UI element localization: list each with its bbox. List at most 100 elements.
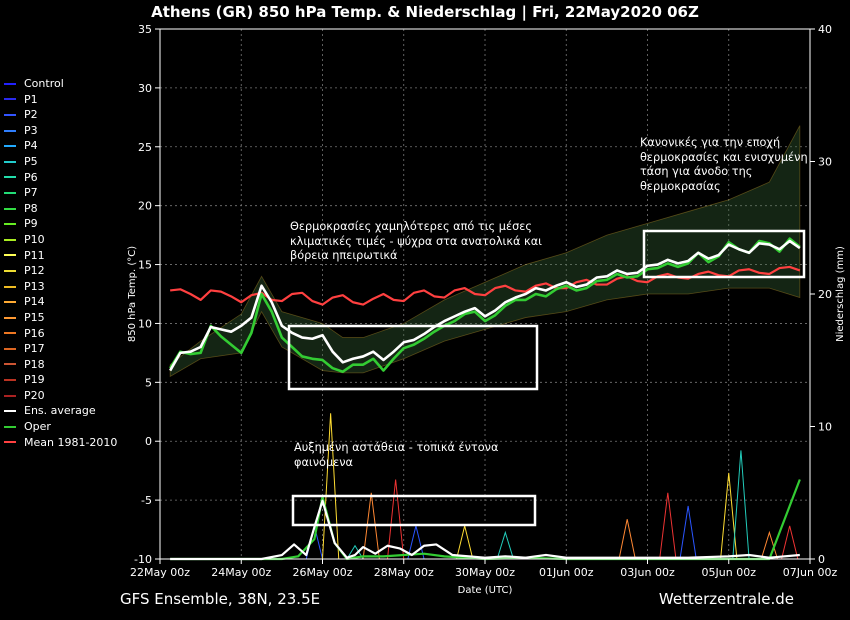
precip-member-spike [659, 492, 677, 560]
precip-member-spike [346, 544, 364, 560]
legend-item: P16 [4, 326, 117, 342]
legend-swatch [4, 379, 16, 382]
highlight-box [291, 494, 537, 527]
precip-member-spike [760, 530, 778, 560]
precip-member-spike [679, 505, 697, 560]
legend-label: P13 [24, 279, 45, 293]
precip-member-spike [322, 413, 340, 560]
y2-axis-label: Niederschlag (mm) [835, 246, 846, 342]
legend-label: P15 [24, 310, 45, 324]
y-tick-label: 25 [138, 141, 152, 154]
legend-label: P19 [24, 373, 45, 387]
precip-member-spike [496, 530, 514, 560]
legend-swatch [4, 347, 16, 350]
y-tick-label: 15 [138, 259, 152, 272]
legend-label: Mean 1981-2010 [24, 435, 118, 449]
legend-swatch [4, 269, 16, 272]
legend-swatch [4, 425, 16, 428]
legend-label: Oper [24, 420, 51, 434]
highlight-box [287, 324, 539, 391]
legend-swatch [4, 441, 16, 444]
annotation-normal: Κανονικές για την εποχή θερμοκρασίες και … [640, 136, 808, 193]
y-tick-label: 0 [145, 435, 152, 448]
legend-item: P13 [4, 279, 117, 295]
precip-member-spike [732, 450, 750, 560]
annotation-cold: Θερμοκρασίες χαμηλότερες από τις μέσες κλ… [290, 220, 542, 262]
precip-member-spike [618, 519, 636, 560]
x-tick-label: 26May 00z [292, 566, 352, 579]
legend-swatch [4, 363, 16, 366]
legend-item: P12 [4, 263, 117, 279]
legend-label: P2 [24, 108, 38, 122]
y-tick-label: -5 [141, 494, 152, 507]
x-tick-label: 24May 00z [211, 566, 271, 579]
legend-item: P3 [4, 123, 117, 139]
x-tick-label: 30May 00z [455, 566, 515, 579]
model-info: GFS Ensemble, 38N, 23.5E [120, 590, 321, 608]
legend: Control P1 P2 P3 P4 P5 P6 P7 P8 P9 P10 P11 P12 P13 P14… [4, 76, 117, 450]
legend-label: Ens. average [24, 404, 96, 418]
legend-label: P14 [24, 295, 45, 309]
legend-swatch [4, 254, 16, 257]
precip-member-spike [387, 479, 405, 560]
legend-item: P18 [4, 357, 117, 373]
source-credit: Wetterzentrale.de [658, 590, 794, 608]
x-tick-label: 03Jun 00z [620, 566, 675, 579]
y-axis-label: 850 hPa Temp. (°C) [127, 246, 138, 342]
legend-item: P14 [4, 294, 117, 310]
precip-member-spike [781, 525, 799, 560]
legend-item: Ens. average [4, 403, 117, 419]
legend-swatch [4, 129, 16, 132]
mean-1981-2010-line [170, 265, 801, 306]
legend-swatch [4, 285, 16, 288]
x-tick-label: 07Jun 00z [783, 566, 838, 579]
legend-item: P19 [4, 372, 117, 388]
highlight-box [642, 229, 806, 279]
ens-average-precip-line [170, 499, 800, 561]
precip-member-spike [720, 472, 738, 560]
legend-swatch [4, 394, 16, 397]
legend-label: P6 [24, 170, 38, 184]
legend-item: Mean 1981-2010 [4, 435, 117, 451]
legend-swatch [4, 301, 16, 304]
legend-swatch [4, 223, 16, 226]
legend-label: P1 [24, 92, 38, 106]
y2-tick-label: 10 [818, 421, 832, 434]
legend-swatch [4, 316, 16, 319]
legend-item: P9 [4, 216, 117, 232]
axes: -10 -5 0 5 10 15 20 25 30 35 0 10 20 30 40 22May 00z 24M… [127, 23, 846, 596]
legend-item: P1 [4, 92, 117, 108]
legend-label: P20 [24, 388, 45, 402]
legend-swatch [4, 82, 16, 85]
y2-tick-label: 40 [818, 23, 832, 36]
y-tick-label: 30 [138, 82, 152, 95]
legend-item: P20 [4, 388, 117, 404]
chart-title: Athens (GR) 850 hPa Temp. & Niederschlag… [151, 3, 699, 21]
legend-swatch [4, 191, 16, 194]
x-tick-label: 01Jun 00z [539, 566, 594, 579]
legend-label: P10 [24, 232, 45, 246]
legend-swatch [4, 176, 16, 179]
legend-label: P17 [24, 342, 45, 356]
legend-label: P9 [24, 217, 38, 231]
legend-item: P17 [4, 341, 117, 357]
annotation-instability: Αυξημένη αστάθεια - τοπικά έντονα φαινόμε… [294, 441, 499, 469]
legend-label: P18 [24, 357, 45, 371]
x-tick-label: 22May 00z [130, 566, 190, 579]
legend-label: P3 [24, 123, 38, 137]
y-tick-label: -10 [134, 553, 152, 566]
legend-label: P7 [24, 186, 38, 200]
y2-tick-label: 30 [818, 156, 832, 169]
precip-member-spike [456, 525, 474, 560]
legend-item: P10 [4, 232, 117, 248]
legend-item: P6 [4, 170, 117, 186]
x-tick-label: 05Jun 00z [702, 566, 757, 579]
y2-tick-label: 0 [818, 553, 825, 566]
y2-tick-label: 20 [818, 288, 832, 301]
legend-item: P5 [4, 154, 117, 170]
legend-item: P4 [4, 138, 117, 154]
legend-swatch [4, 207, 16, 210]
legend-item: Control [4, 76, 117, 92]
legend-label: P4 [24, 139, 38, 153]
legend-label: P12 [24, 264, 45, 278]
